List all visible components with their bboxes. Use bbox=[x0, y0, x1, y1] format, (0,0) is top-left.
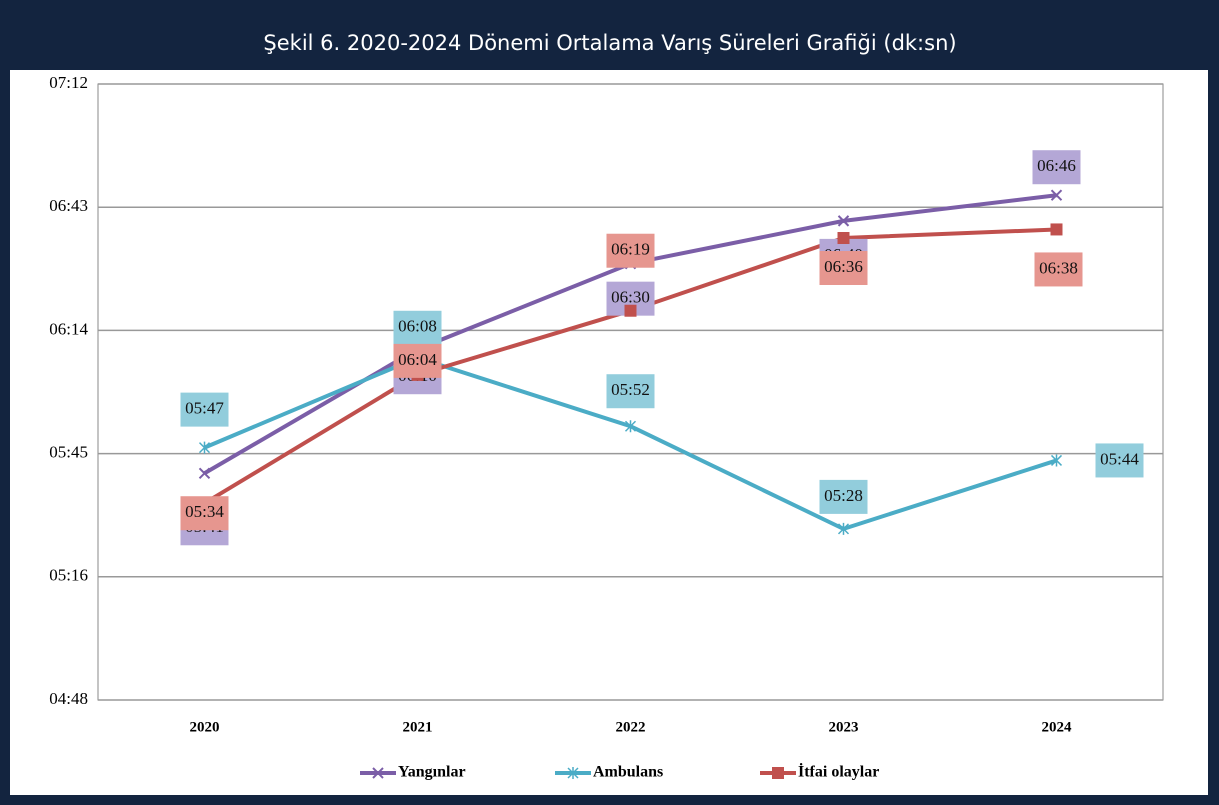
data-label-box bbox=[1034, 252, 1083, 287]
legend-marker bbox=[567, 767, 579, 779]
legend-label: Ambulans bbox=[593, 764, 663, 781]
data-label: 06:46 bbox=[1037, 156, 1076, 175]
marker bbox=[837, 232, 850, 244]
x-tick-label: 2021 bbox=[403, 719, 433, 735]
data-label-box bbox=[1095, 443, 1144, 478]
x-tick-label: 2024 bbox=[1042, 719, 1073, 735]
legend-marker bbox=[772, 767, 784, 779]
marker bbox=[624, 420, 637, 433]
marker bbox=[1050, 223, 1063, 236]
data-label-box bbox=[606, 233, 655, 268]
marker bbox=[837, 215, 850, 227]
chart-area bbox=[10, 70, 1208, 795]
data-label-box bbox=[393, 310, 442, 345]
data-label: 06:38 bbox=[1039, 258, 1078, 277]
y-tick-label: 06:14 bbox=[49, 319, 88, 338]
marker bbox=[624, 304, 637, 317]
data-label: 06:04 bbox=[398, 350, 437, 369]
x-tick-label: 2022 bbox=[616, 719, 646, 735]
data-label-box bbox=[819, 479, 868, 514]
legend-label: İtfai olaylar bbox=[798, 762, 879, 781]
data-label: 06:36 bbox=[824, 257, 863, 276]
data-label: 05:28 bbox=[824, 486, 863, 505]
legend-marker bbox=[372, 767, 384, 779]
y-tick-label: 04:48 bbox=[49, 689, 88, 708]
data-label-box bbox=[180, 496, 229, 531]
data-label: 05:34 bbox=[185, 502, 224, 521]
legend-label: Yangınlar bbox=[398, 764, 466, 781]
data-label: 05:52 bbox=[611, 380, 650, 399]
data-label-box bbox=[393, 343, 442, 378]
x-tick-label: 2020 bbox=[190, 719, 220, 735]
data-label: 06:30 bbox=[611, 288, 650, 307]
x-tick-label: 2023 bbox=[829, 719, 859, 735]
chart-title: Şekil 6. 2020-2024 Dönemi Ortalama Varış… bbox=[263, 31, 956, 55]
data-label: 05:44 bbox=[1100, 449, 1139, 468]
marker bbox=[198, 441, 211, 454]
marker bbox=[837, 522, 850, 535]
y-tick-label: 06:43 bbox=[49, 196, 88, 215]
y-tick-label: 05:45 bbox=[49, 443, 88, 462]
marker bbox=[1050, 454, 1063, 467]
marker bbox=[1050, 189, 1063, 201]
data-label-box bbox=[819, 251, 868, 285]
marker bbox=[198, 467, 211, 479]
data-label: 06:19 bbox=[611, 240, 650, 259]
data-label-box bbox=[1032, 150, 1081, 185]
data-label: 06:08 bbox=[398, 317, 437, 336]
y-tick-label: 07:12 bbox=[49, 73, 88, 92]
data-label: 05:47 bbox=[185, 399, 224, 418]
y-tick-label: 05:16 bbox=[49, 566, 88, 585]
data-label-box bbox=[606, 374, 655, 409]
data-label-box bbox=[180, 392, 229, 427]
